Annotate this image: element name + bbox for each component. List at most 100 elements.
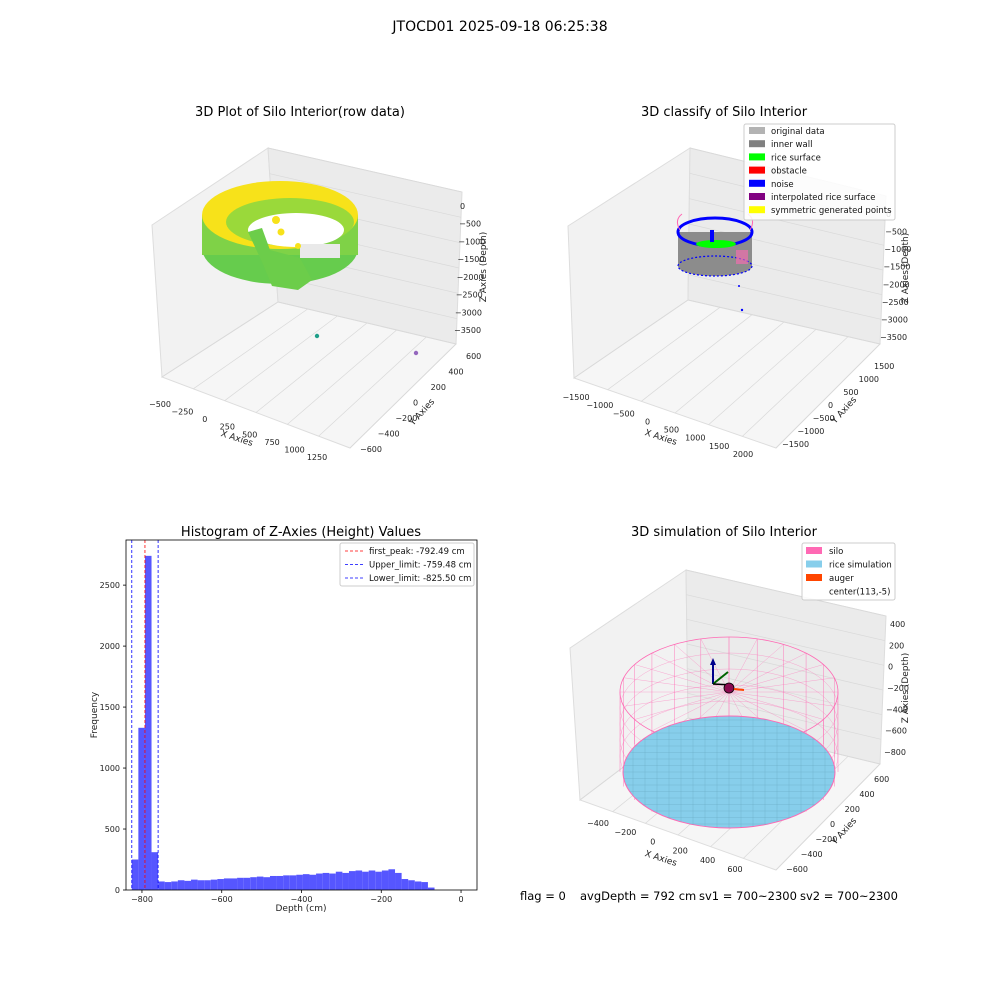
gridline [349,343,457,449]
legend-label: rice surface [771,153,821,163]
legend-label: silo [829,547,843,557]
panel-simulation-legend: silo rice simulation auger center(113,-5) [801,542,896,601]
simulation-x-tick-label: −200 [614,828,636,837]
panel-classify-point-cloud [676,213,754,312]
legend-label: noise [771,180,794,190]
classify-x-tick-label: 1500 [709,442,729,451]
simulation-y-tick-label: −200 [815,835,837,844]
panel-raw-z-ticks: 0 −500 −1000 −1500 −2000 −2500 −3000 −3500 [454,202,485,335]
histogram-bar [342,872,349,890]
raw-x-tick-label: 750 [265,438,280,447]
panel-simulation-3d: 3D simulation of Silo Interior −400 −200 0… [569,525,911,874]
avg-depth-text: avgDepth = 792 cm [580,889,696,903]
flag-text: flag = 0 [520,889,566,903]
gridline [607,307,721,390]
legend-label: symmetric generated points [771,206,892,216]
classify-y-tick-label: 1500 [874,362,894,371]
silo-spoke [728,691,824,720]
legend-swatch [749,206,765,214]
classify-x-tick-label: 500 [664,426,679,435]
silo-spoke [728,638,758,693]
histogram-bar [421,882,428,890]
classify-z-tick-label: −1500 [883,263,910,272]
rice-mesh-lines [623,716,835,828]
legend-swatch [749,127,765,134]
gridline [287,329,397,425]
histogram-x-ticks: −800 −600 −400 −200 0 [131,890,464,904]
histogram-bar [401,879,409,890]
gridline [255,322,368,413]
panel-classify-ylabel: Y Axies [829,395,859,427]
raw-y-tick-label: 200 [431,383,446,392]
raw-z-tick-label: 0 [460,202,465,211]
histogram-x-tick-label: −800 [131,895,153,904]
raw-x-tick-label: 250 [220,423,235,432]
histogram-bar [408,880,415,890]
classify-z-tick-label: −2000 [883,280,910,289]
simulation-y-tick-label: 0 [830,820,835,829]
silo-spoke [728,677,835,693]
simulation-rice-disk [622,715,836,829]
histogram-bar [395,872,402,890]
legend-swatch [806,587,822,595]
sv1-text: sv1 = 700~2300 [699,889,797,903]
histogram-y-tick-label: 2500 [100,581,120,590]
legend-label: obstacle [771,167,807,177]
histogram-bar [335,871,343,890]
gridline [687,668,883,716]
histogram-bar [256,876,264,890]
panel-classify-zlabel: Z Axies (Depth) [901,233,911,304]
panel-classify-x-ticks: −1500−1000−500 0 500 1000 1500 2000 [562,393,753,459]
panel-simulation-title: 3D simulation of Silo Interior [631,525,818,540]
gridline [688,223,884,271]
raw-outlier-point [413,350,419,356]
histogram-bar [381,870,389,890]
histogram-bar [223,878,231,890]
raw-y-tick-label: −400 [378,430,400,439]
classify-y-tick-label: −1500 [782,440,809,449]
panel-classify-gridlines [573,147,887,449]
histogram-bar [184,880,192,890]
silo-spoke [634,664,730,693]
gridline [689,198,885,246]
raw-z-tick-label: −1000 [458,237,485,246]
histogram-bar [309,874,317,890]
raw-x-tick-label: −250 [171,408,193,417]
histogram-x-tick-label: −200 [370,895,392,904]
histogram-bar [138,727,145,890]
panel-histogram: Histogram of Z-Axies (Height) Values −80… [90,525,478,914]
histogram-bar [329,873,336,890]
silo-spoke [728,644,784,693]
silo-spoke [728,691,807,732]
raw-x-tick-label: 500 [242,430,257,439]
raw-y-tick-label: −200 [395,414,417,423]
legend-label: rice simulation [829,561,892,571]
gridline [685,569,887,617]
histogram-bar [158,881,165,890]
gridline [742,336,849,437]
silo-spoke [651,691,730,732]
sv2-text: sv2 = 700~2300 [800,889,898,903]
histogram-bar [243,877,251,890]
histogram-frame [125,539,478,891]
histogram-bar [204,880,211,890]
simulation-z-tick-label: −800 [884,748,906,757]
gridline [687,299,881,345]
raw-z-tick-label: −3500 [454,326,481,335]
histogram-bars [131,555,435,890]
raw-z-tick-label: −500 [459,220,481,229]
histogram-y-tick-label: 1500 [100,703,120,712]
panel-raw-gridlines [161,147,463,449]
raw-y-tick-label: 400 [448,368,463,377]
legend-swatch [749,166,765,174]
legend-swatch [749,140,765,148]
histogram-bar [197,880,205,890]
simulation-y-tick-label: 400 [859,790,874,799]
histogram-bar [289,875,297,890]
histogram-y-tick-label: 2000 [100,642,120,651]
histogram-bar [427,887,435,890]
simulation-x-tick-label: 600 [727,865,742,874]
histogram-bar [355,870,363,890]
classify-x-tick-label: 1000 [685,434,705,443]
